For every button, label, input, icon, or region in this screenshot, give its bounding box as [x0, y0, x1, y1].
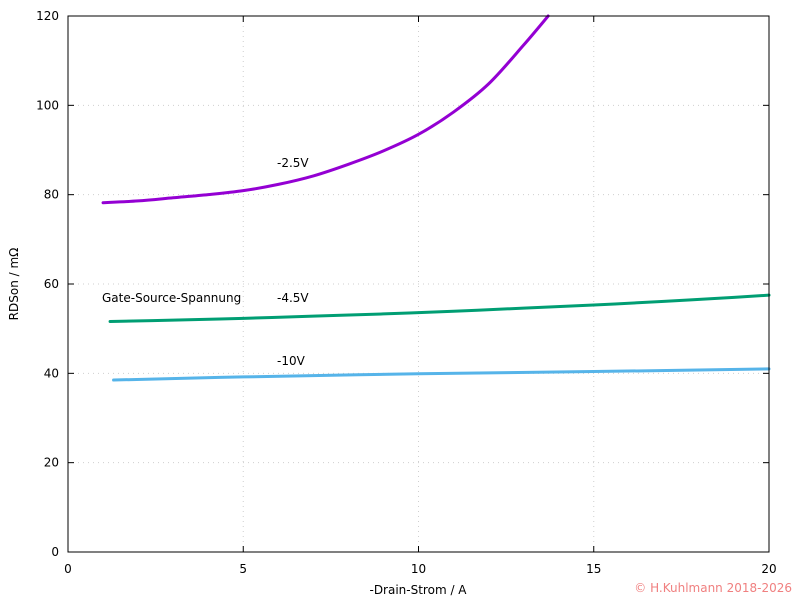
y-tick-label: 60	[44, 277, 59, 291]
x-tick-label: 0	[64, 562, 72, 576]
series-label-minus-10v: -10V	[277, 354, 306, 368]
series-label-minus-2-5v: -2.5V	[277, 156, 309, 170]
series-line-minus-4-5v	[108, 293, 771, 324]
x-tick-label: 10	[411, 562, 426, 576]
y-tick-label: 80	[44, 188, 59, 202]
y-tick-label: 100	[36, 98, 59, 112]
y-tick-label: 0	[51, 545, 59, 559]
plot-frame	[67, 15, 770, 553]
x-axis-label: -Drain-Strom / A	[369, 583, 467, 597]
series-label-minus-4-5v: -4.5V	[277, 291, 309, 305]
grid	[68, 16, 769, 552]
y-tick-label: 20	[44, 456, 59, 470]
y-axis-label: RDSon / mΩ	[7, 248, 21, 321]
copyright-notice: © H.Kuhlmann 2018-2026	[634, 581, 792, 595]
legend-title: Gate-Source-Spannung	[102, 291, 241, 305]
series-line-minus-10v	[112, 367, 771, 382]
x-tick-label: 5	[239, 562, 247, 576]
tick-labels: 0 5 10 15 20 0 20 40 60 80 100 120	[36, 9, 777, 576]
x-tick-label: 15	[586, 562, 601, 576]
y-tick-label: 40	[44, 366, 59, 380]
x-tick-label: 20	[761, 562, 776, 576]
series-lines	[101, 14, 771, 382]
y-tick-label: 120	[36, 9, 59, 23]
series-line-minus-2-5v	[101, 14, 550, 205]
